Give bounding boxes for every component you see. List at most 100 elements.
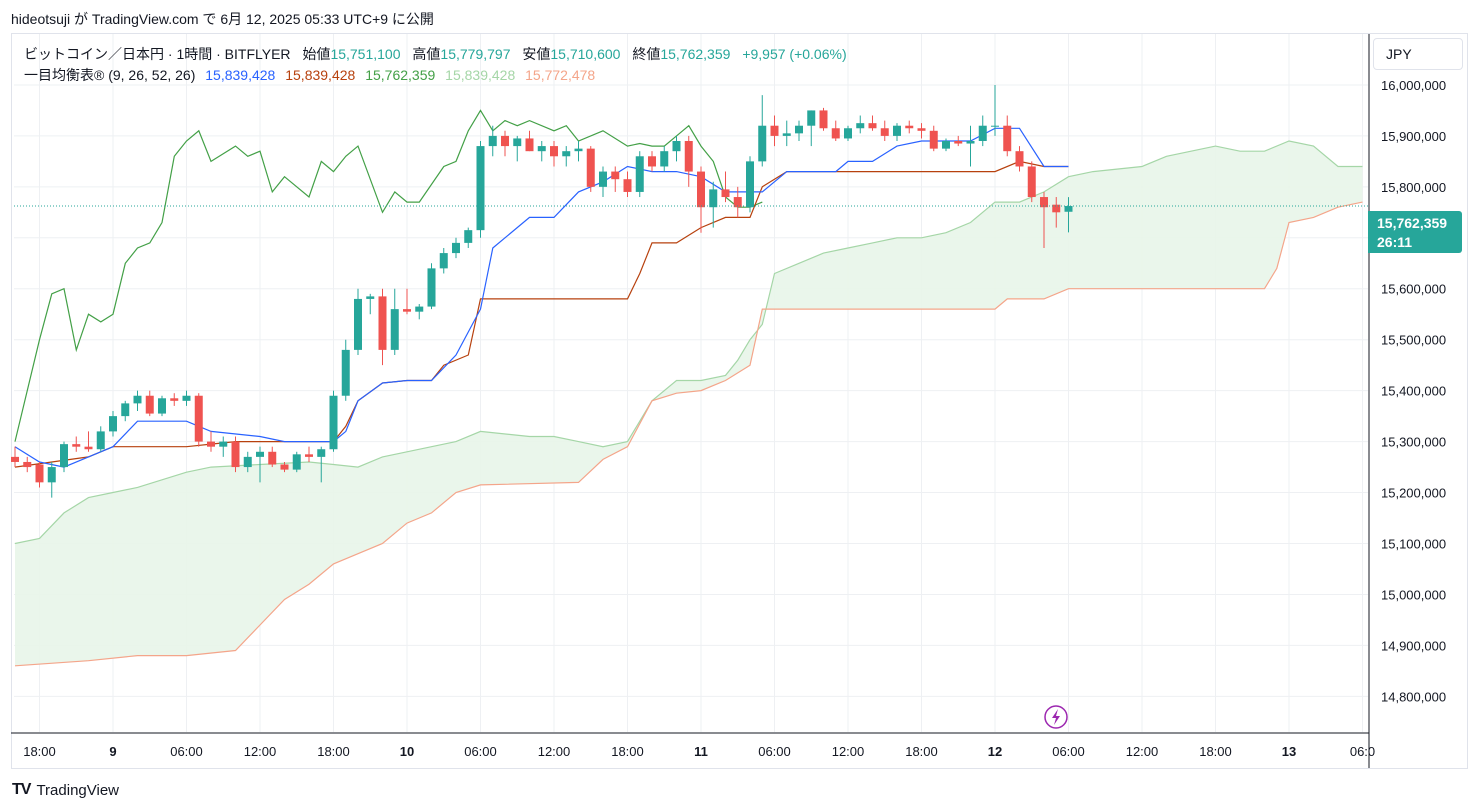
candle-body — [1040, 197, 1048, 208]
candle-body — [194, 395, 203, 442]
candle-body — [697, 171, 705, 208]
senkou-span-b-line — [14, 201, 1363, 667]
x-tick-label: 9 — [109, 744, 116, 759]
candle-body — [182, 395, 191, 401]
y-tick-label: 15,000,000 — [1381, 587, 1446, 602]
candle-body — [1015, 151, 1024, 167]
x-tick-label: 11 — [694, 744, 708, 759]
ichimoku-cloud — [15, 141, 1363, 666]
candle-body — [537, 146, 546, 152]
bar-countdown: 26:11 — [1377, 234, 1413, 250]
x-tick-label: 13 — [1282, 744, 1296, 759]
lightning-bolt-icon — [1052, 709, 1060, 725]
legend-close-label: 終値 — [632, 46, 661, 62]
legend-indicator-row: 一目均衡表® (9, 26, 52, 26) 15,839,428 15,839… — [24, 65, 847, 86]
x-tick-label: 12:00 — [538, 744, 571, 759]
candle-body — [562, 151, 571, 157]
x-tick-label: 18:00 — [1199, 744, 1232, 759]
candle-body — [684, 140, 693, 172]
candle-body — [635, 156, 644, 192]
candle-body — [856, 123, 865, 129]
y-tick-label: 15,500,000 — [1381, 333, 1446, 348]
legend-symbol-row: ビットコイン／日本円 · 1時間 · BITFLYER 始値15,751,100… — [24, 44, 847, 65]
candle-body — [770, 125, 779, 136]
x-tick-label: 18:00 — [317, 744, 350, 759]
candle-body — [96, 431, 105, 450]
legend-change: +9,957 (+0.06%) — [742, 46, 847, 62]
candle-body — [427, 268, 436, 307]
legend-spanA-value: 15,839,428 — [445, 67, 516, 83]
candle-body — [868, 123, 877, 129]
candle-body — [476, 146, 485, 231]
candle-body — [709, 189, 718, 208]
x-tick-label: 18:00 — [905, 744, 938, 759]
candle-body — [133, 395, 142, 404]
candle-body — [231, 441, 240, 468]
x-tick-label: 10 — [400, 744, 414, 759]
candle-body — [942, 140, 950, 149]
candle-body — [378, 296, 387, 350]
candle-body — [256, 451, 264, 457]
legend-tenkan-value: 15,839,428 — [205, 67, 276, 83]
y-tick-label: 14,800,000 — [1381, 689, 1446, 704]
candle-body — [72, 444, 81, 447]
legend-low: 15,710,600 — [550, 46, 621, 62]
x-tick-label: 12 — [988, 744, 1002, 759]
candle-body — [795, 125, 803, 134]
candle-body — [1052, 204, 1061, 213]
candle-body — [893, 125, 901, 136]
candle-body — [978, 125, 987, 141]
candle-body — [513, 138, 522, 147]
y-tick-label: 14,900,000 — [1381, 638, 1446, 653]
senkou-span-a-line — [14, 140, 1363, 545]
candle-body — [905, 125, 914, 129]
candle-body — [207, 441, 215, 447]
candle-body — [501, 135, 509, 147]
candle-body — [758, 125, 767, 162]
candle-body — [145, 395, 154, 414]
candle-body — [452, 242, 460, 254]
y-tick-label: 15,900,000 — [1381, 129, 1446, 144]
candle-body — [574, 148, 583, 152]
candle-body — [991, 125, 999, 127]
chikou-span-line — [14, 109, 763, 442]
y-tick-label: 15,300,000 — [1381, 435, 1446, 450]
footer-brand[interactable]: TV TradingView — [12, 781, 119, 799]
candle-body — [1003, 125, 1012, 152]
candle-body — [60, 444, 68, 468]
y-tick-label: 16,000,000 — [1381, 78, 1446, 93]
candle-body — [11, 456, 19, 462]
candle-body — [121, 403, 130, 417]
candle-body — [305, 454, 313, 457]
candle-body — [219, 441, 228, 447]
legend-open: 15,751,100 — [330, 46, 401, 62]
x-tick-label: 06:00 — [1052, 744, 1085, 759]
tenkan-sen-line — [14, 127, 1069, 468]
candle-body — [47, 467, 56, 483]
candle-body — [84, 446, 93, 450]
candle-body — [403, 309, 411, 312]
candle-body — [525, 138, 534, 152]
candle-body — [292, 454, 301, 470]
candle-body — [733, 197, 742, 208]
candle-body — [844, 128, 852, 139]
last-price-tag: 15,762,359 26:11 — [1368, 211, 1462, 253]
legend-close: 15,762,359 — [660, 46, 731, 62]
candle-body — [599, 171, 607, 187]
currency-button[interactable]: JPY — [1373, 38, 1463, 70]
legend-symbol[interactable]: ビットコイン／日本円 · 1時間 · BITFLYER — [24, 46, 291, 62]
legend-open-label: 始値 — [302, 46, 331, 62]
candle-body — [243, 456, 252, 468]
candle-body — [807, 110, 816, 126]
legend-kijun-value: 15,839,428 — [285, 67, 356, 83]
y-tick-label: 15,200,000 — [1381, 486, 1446, 501]
candle-body — [23, 461, 32, 468]
legend-indicator-name[interactable]: 一目均衡表® (9, 26, 52, 26) — [24, 67, 196, 83]
legend-low-label: 安値 — [522, 46, 551, 62]
last-price: 15,762,359 — [1377, 215, 1448, 231]
x-tick-label: 06:00 — [464, 744, 497, 759]
candle-body — [623, 179, 632, 192]
x-tick-label: 06:0 — [1350, 744, 1375, 759]
candle-body — [329, 395, 338, 450]
